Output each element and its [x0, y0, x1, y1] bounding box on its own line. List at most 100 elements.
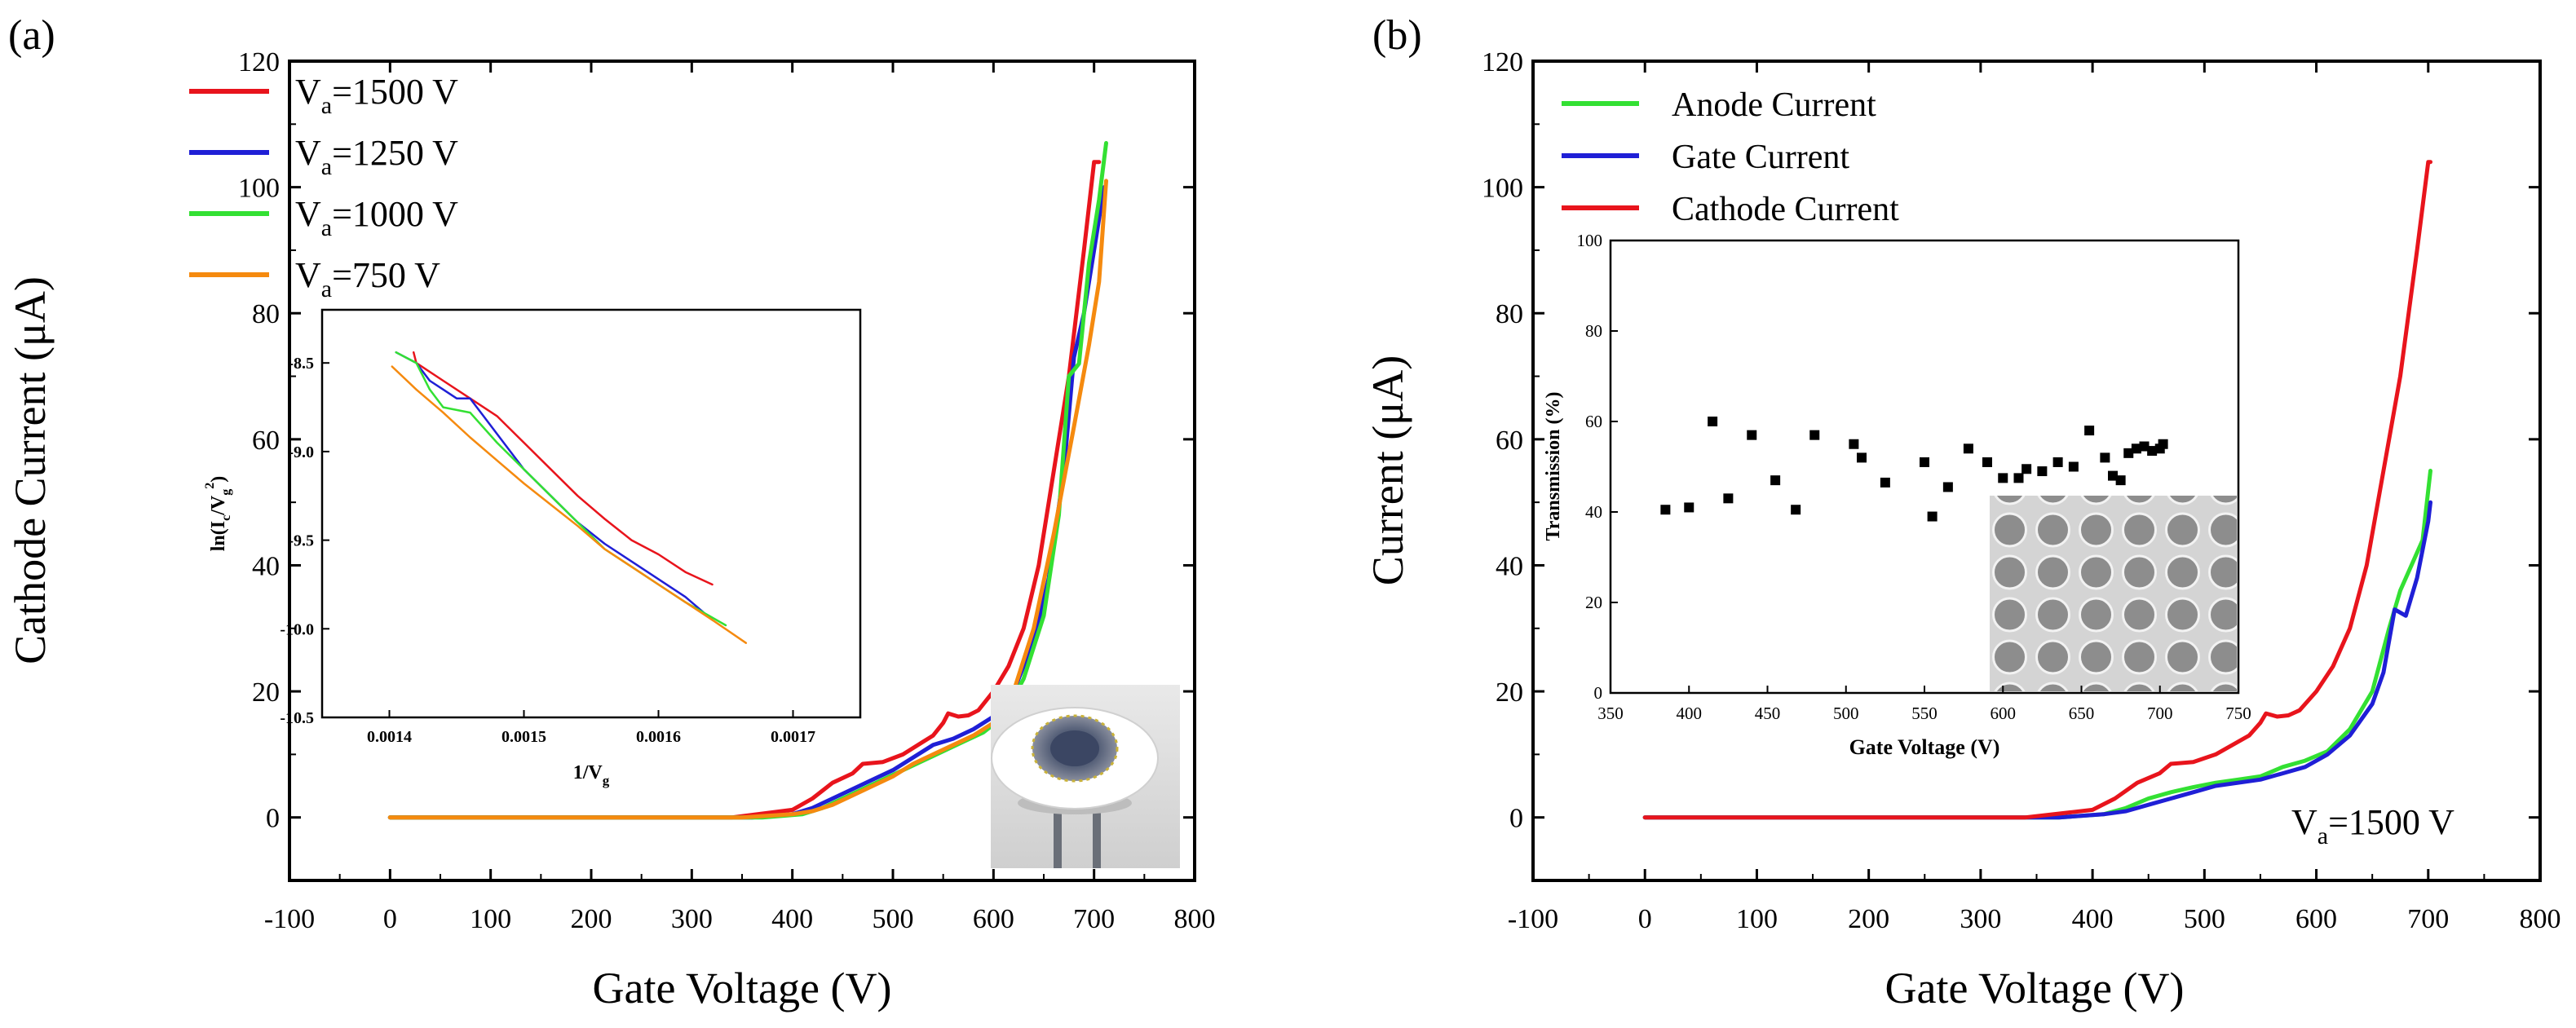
panel-a-series-1 — [387, 185, 1107, 820]
panel-b-inset-point — [2100, 452, 2110, 463]
panel-b-inset-point — [1770, 475, 1781, 486]
panel-a-inset-ytick-label: -8.5 — [288, 355, 314, 373]
panel-b-inset-point — [1849, 439, 1859, 449]
panel-b-inset-xtick-label: 350 — [1597, 704, 1624, 723]
panel-b-inset-point — [1927, 511, 1938, 522]
panel-a-inset-series-0 — [412, 351, 714, 586]
panel-b-inset-ytick-label: 0 — [1594, 683, 1603, 703]
panel-b-inset-xlabel: Gate Voltage (V) — [1849, 735, 2000, 759]
legend-label: Cathode Current — [1672, 191, 1899, 228]
panel-a-xtick-label: -100 — [264, 904, 315, 934]
panel-b-inset-point — [1747, 430, 1757, 440]
panel-b-xtick-label: 800 — [2520, 904, 2561, 934]
panel-b-inset-point — [1723, 493, 1734, 504]
panel-b-inset-ytick-label: 100 — [1577, 231, 1603, 250]
panel-a-inset-xtick-label: 0.0016 — [636, 728, 681, 746]
panel-b-xtick-label: 300 — [1960, 904, 2001, 934]
panel-a-ytick-label: 40 — [252, 551, 280, 581]
panel-a-xtick-label: 700 — [1073, 904, 1115, 934]
panel-b-inset-xtick-label: 400 — [1677, 704, 1703, 723]
panel-b-inset-ytick-label: 20 — [1585, 593, 1602, 612]
panel-b-inset-point — [2013, 473, 2024, 483]
panel-b-xtick-label: 200 — [1848, 904, 1889, 934]
panel-b-inset-point — [2021, 464, 2032, 474]
panel-a: (a) -100 0 100 200 300 400 500 600 700 800 0 20 40 60… — [6, 12, 1216, 1013]
panel-b-ytick-label: 100 — [1482, 174, 1523, 204]
panel-b-inset-point — [2139, 441, 2150, 452]
panel-b-inset-ylabel: Transmission (%) — [1543, 392, 1564, 541]
panel-b-xtick-label: 100 — [1736, 904, 1778, 934]
panel-b-inset-point — [1880, 477, 1890, 488]
panel-b-inset: 350 400 450 500 550 600 650 700 750020406080100 … — [1543, 231, 2251, 759]
panel-a-legend: Va=1500 V Va=1250 V Va=1000 V Va=750 V — [189, 72, 458, 302]
panel-a-inset: 0.0014 0.0015 0.0016 0.0017 -10.5 -10.0 -9.5 -9… — [203, 308, 862, 788]
panel-b-inset-point — [2158, 439, 2168, 449]
panel-b-inset-xtick-label: 550 — [1911, 704, 1938, 723]
legend-label: Va=1500 V — [295, 72, 458, 119]
panel-a-ytick-label: 120 — [238, 47, 280, 77]
panel-a-inset-ytick-label: -9.0 — [288, 443, 314, 461]
sem-mesh-image — [1990, 496, 2237, 691]
panel-b-inset-xtick-label: 700 — [2147, 704, 2173, 723]
panel-a-xtick-label: 400 — [771, 904, 813, 934]
va-annotation: Va=1500 V — [2291, 802, 2454, 849]
legend-label: Va=750 V — [295, 255, 440, 302]
panel-b-inset-point — [2037, 466, 2048, 477]
panel-a-inset-ytick-label: -10.5 — [280, 709, 314, 727]
panel-a-xtick-label: 300 — [671, 904, 713, 934]
panel-b-series-1 — [1642, 500, 2432, 820]
panel-b-inset-ytick-label: 80 — [1585, 321, 1602, 341]
panel-a-inset-xtick-label: 0.0017 — [771, 728, 815, 746]
panel-a-inset-series-3 — [391, 365, 748, 644]
panel-b-inset-xtick-label: 600 — [1991, 704, 2017, 723]
panel-b-inset-point — [2084, 426, 2095, 436]
panel-b-series-0 — [1642, 469, 2432, 820]
panel-b-xtick-label: 500 — [2184, 904, 2225, 934]
panel-b-ytick-label: 40 — [1496, 551, 1523, 581]
legend-label: Va=1250 V — [295, 133, 458, 180]
panel-b-ylabel: Current (μA) — [1363, 355, 1412, 585]
panel-a-label: (a) — [8, 12, 55, 59]
panel-b-inset-point — [2052, 457, 2063, 467]
panel-b-inset-point — [1809, 430, 1820, 440]
panel-b-inset-point — [1942, 482, 1953, 492]
panel-b-inset-point — [2108, 470, 2118, 481]
panel-b-xtick-label: -100 — [1508, 904, 1558, 934]
panel-b-inset-point — [1791, 505, 1801, 515]
panel-b-series-2 — [1642, 160, 2432, 820]
panel-b-inset-ytick-label: 60 — [1585, 412, 1602, 431]
panel-b-label: (b) — [1372, 12, 1422, 59]
panel-a-inset-xtick-label: 0.0014 — [367, 728, 412, 746]
panel-b-xtick-label: 0 — [1638, 904, 1652, 934]
panel-a-ytick-label: 80 — [252, 299, 280, 329]
panel-b-legend: Anode Current Gate Current Cathode Current — [1562, 86, 1899, 228]
panel-a-ytick-label: 0 — [266, 804, 280, 834]
panel-b-xtick-label: 400 — [2072, 904, 2114, 934]
panel-b-inset-point — [2123, 448, 2134, 458]
panel-b-inset-xtick-label: 750 — [2225, 704, 2251, 723]
panel-b-ytick-label: 60 — [1496, 426, 1523, 456]
legend-label: Anode Current — [1672, 86, 1876, 124]
panel-b-ytick-label: 80 — [1496, 299, 1523, 329]
panel-b-inset-point — [1660, 505, 1671, 515]
panel-b-xlabel: Gate Voltage (V) — [1885, 964, 2185, 1013]
legend-label: Va=1000 V — [295, 194, 458, 241]
panel-b-inset-point — [1982, 457, 1992, 467]
legend-label: Gate Current — [1672, 139, 1849, 176]
panel-b-ytick-label: 120 — [1482, 47, 1523, 77]
panel-b-ytick-label: 20 — [1496, 677, 1523, 708]
panel-b-inset-point — [1998, 473, 2008, 483]
panel-a-xtick-label: 500 — [873, 904, 914, 934]
device-photo — [991, 685, 1180, 868]
panel-b-ytick-label: 0 — [1509, 804, 1523, 834]
panel-a-xtick-label: 200 — [571, 904, 612, 934]
panel-a-ytick-label: 60 — [252, 426, 280, 456]
panel-a-xtick-label: 600 — [973, 904, 1014, 934]
panel-a-xtick-label: 100 — [470, 904, 511, 934]
panel-a-ytick-label: 20 — [252, 677, 280, 708]
panel-a-inset-ylabel: ln(Ic/Vg2) — [203, 476, 233, 551]
panel-a-inset-ytick-label: -9.5 — [288, 532, 314, 550]
panel-b-inset-point — [1857, 452, 1867, 463]
panel-b-xtick-label: 600 — [2295, 904, 2337, 934]
